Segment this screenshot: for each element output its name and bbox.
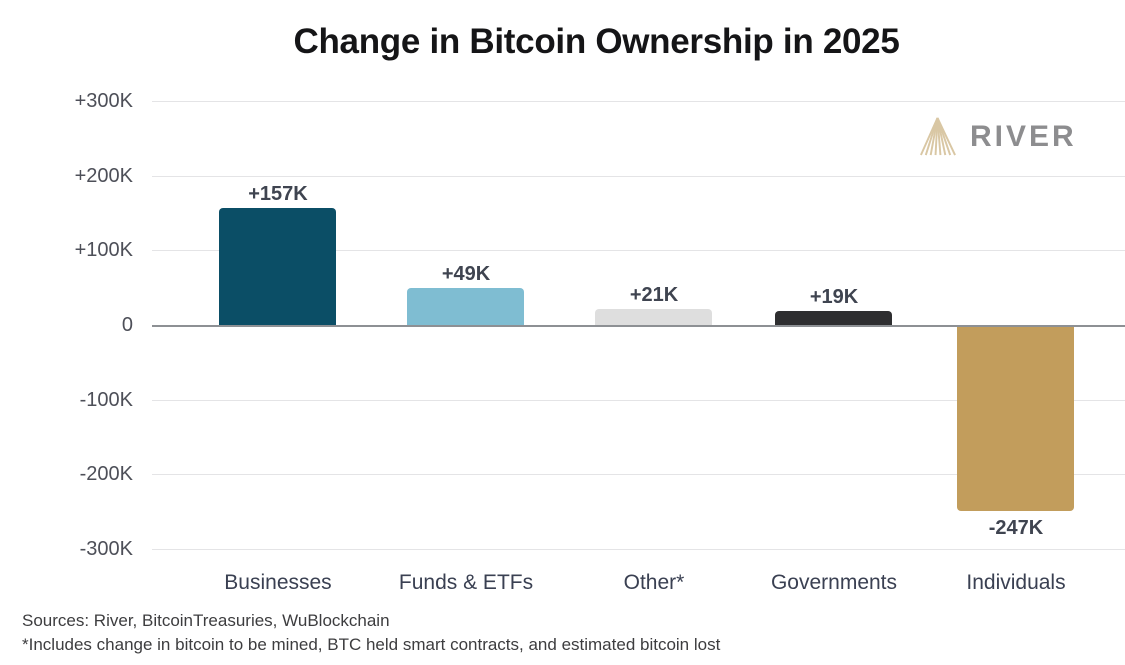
gridline — [152, 474, 1125, 475]
footnote-line: *Includes change in bitcoin to be mined,… — [22, 635, 721, 654]
category-label: Governments — [770, 571, 898, 594]
category-label: Individuals — [966, 571, 1066, 594]
bar-individuals — [957, 326, 1074, 511]
bar-businesses — [219, 208, 336, 325]
bar-other — [595, 309, 712, 325]
bar-value-label: +49K — [441, 263, 491, 285]
sources-line: Sources: River, BitcoinTreasuries, WuBlo… — [22, 611, 390, 630]
category-label: Funds & ETFs — [398, 571, 534, 594]
bar-value-label: +19K — [809, 286, 859, 308]
y-axis-tick-label: 0 — [121, 314, 133, 336]
y-axis-tick-label: -100K — [79, 389, 133, 411]
zero-axis-line — [152, 325, 1125, 327]
chart-footer: Sources: River, BitcoinTreasuries, WuBlo… — [22, 609, 720, 657]
y-axis-tick-label: -200K — [79, 463, 133, 485]
gridline — [152, 400, 1125, 401]
river-logo: RIVER — [918, 115, 1077, 158]
gridline — [152, 101, 1125, 102]
gridline — [152, 176, 1125, 177]
bar-value-label: -247K — [988, 517, 1044, 539]
river-logo-wordmark: RIVER — [970, 119, 1077, 153]
category-label: Businesses — [224, 571, 332, 594]
bar-governments — [775, 311, 892, 325]
bar-funds-etfs — [407, 288, 524, 325]
y-axis-tick-label: +100K — [74, 239, 133, 261]
y-axis-tick-label: +200K — [74, 165, 133, 187]
category-label: Other* — [623, 571, 685, 594]
chart-title: Change in Bitcoin Ownership in 2025 — [293, 22, 900, 61]
river-mountain-icon — [918, 115, 957, 158]
y-axis-tick-label: -300K — [79, 538, 133, 560]
y-axis-tick-label: +300K — [74, 90, 133, 112]
bar-value-label: +157K — [248, 183, 308, 205]
gridline — [152, 549, 1125, 550]
gridline — [152, 250, 1125, 251]
bar-value-label: +21K — [629, 284, 679, 306]
